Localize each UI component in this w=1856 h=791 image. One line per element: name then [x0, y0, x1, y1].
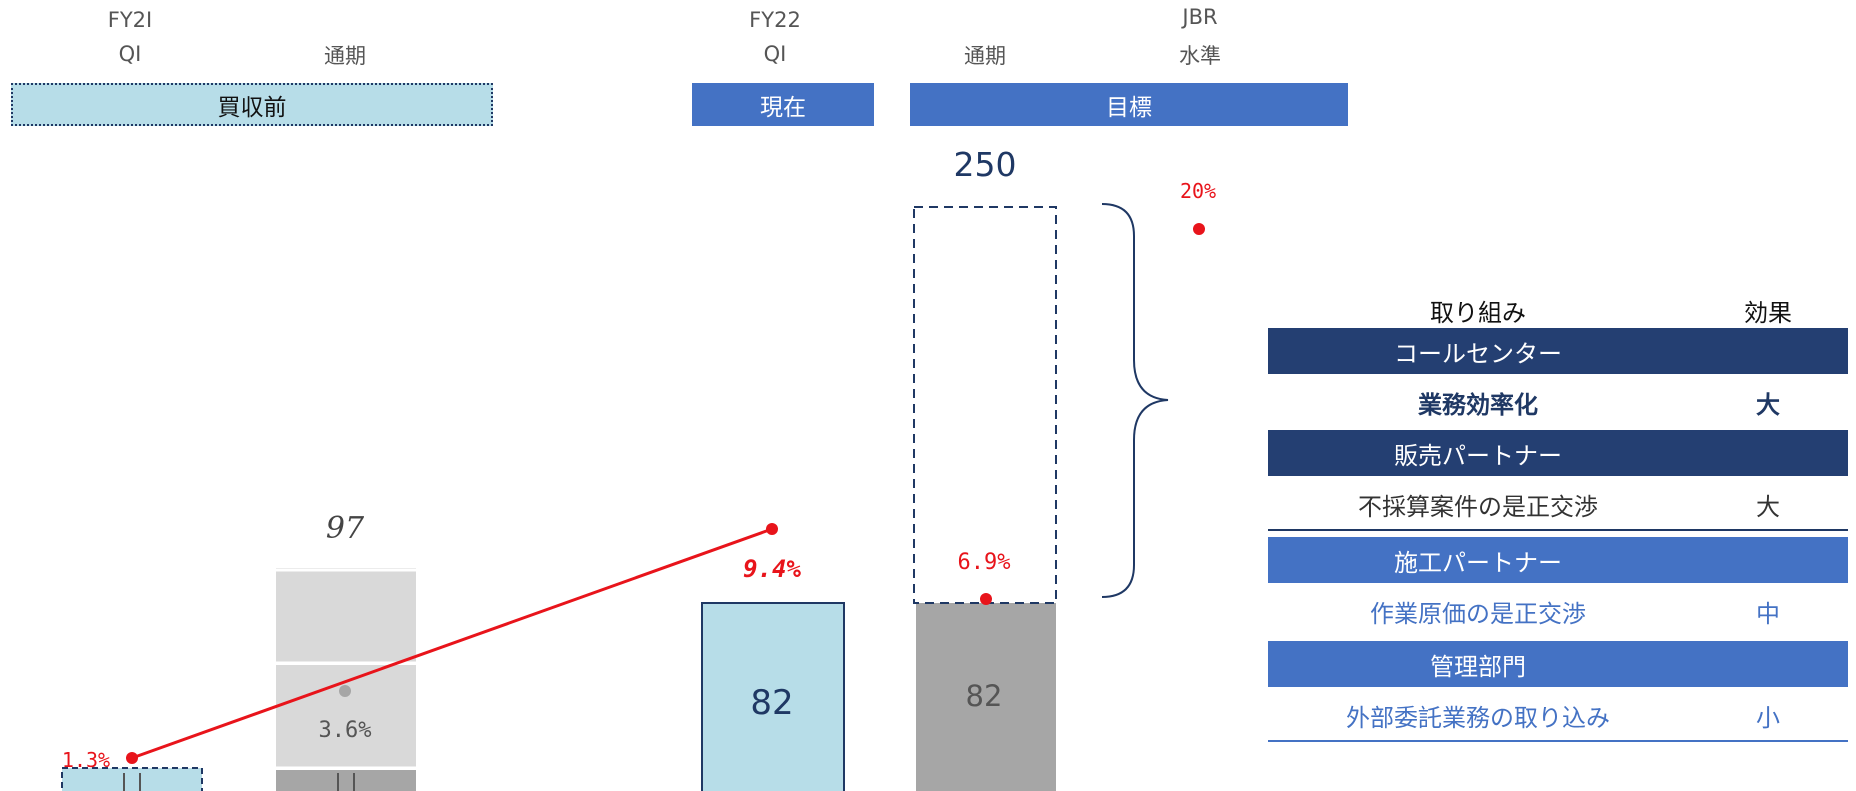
- margin-point-fy21-full: [339, 685, 351, 697]
- bar-fy21-full-top: [276, 568, 416, 663]
- target-label: 250: [954, 145, 1017, 184]
- margin-point-fy21-q1: [126, 752, 138, 764]
- bar-fy22-q1: [701, 602, 845, 791]
- bar-fy21-full-bottom: [276, 770, 416, 791]
- bar-label-fy22-q1: 82: [750, 683, 793, 723]
- table-header-effect: 効果: [1744, 299, 1792, 327]
- margin-line: [131, 527, 773, 760]
- group-name: コールセンター: [1394, 339, 1562, 368]
- fy21-q1-label: QI: [118, 42, 142, 66]
- table-row: 作業原価の是正交渉 中: [1268, 586, 1848, 636]
- item-name: 作業原価の是正交渉: [1370, 599, 1586, 628]
- table-row: 不採算案件の是正交渉 大: [1268, 479, 1848, 531]
- band-before-acquisition: 買収前: [11, 83, 493, 126]
- table-header-action: 取り組み: [1430, 299, 1526, 327]
- group-sales-partner: 販売パートナー: [1268, 430, 1848, 476]
- group-callcenter: コールセンター: [1268, 328, 1848, 374]
- margin-label-fy22-q1: 9.4%: [743, 555, 801, 583]
- band-current: 現在: [692, 83, 874, 126]
- group-name: 施工パートナー: [1394, 548, 1562, 577]
- margin-point-jbr: [1193, 223, 1205, 235]
- fy21-label: FY2I: [107, 8, 153, 32]
- margin-label-fy22-full: 6.9%: [958, 550, 1011, 575]
- fy22-q1-label: QI: [763, 42, 787, 66]
- group-name: 管理部門: [1430, 652, 1526, 681]
- item-name: 不採算案件の是正交渉: [1358, 492, 1598, 521]
- target-dashed-box: [913, 206, 1057, 604]
- bar-label-fy21-full: 97: [326, 511, 365, 546]
- table-row: 外部委託業務の取り込み 小: [1268, 690, 1848, 742]
- group-admin: 管理部門: [1268, 641, 1848, 687]
- fy21-full-label: 通期: [324, 44, 366, 68]
- margin-point-fy22-q1: [766, 523, 778, 535]
- bar-fy22-full: [916, 603, 1056, 791]
- item-name: 業務効率化: [1418, 390, 1538, 419]
- fy22-full-label: 通期: [964, 44, 1006, 68]
- profit-chart: 97 82 82 250 1.3% 3.6% 9.4% 6.9% 20%: [61, 145, 1216, 791]
- jbr-level-label: 水準: [1179, 44, 1221, 68]
- item-effect: 大: [1756, 390, 1780, 419]
- margin-point-fy22-full: [980, 593, 992, 605]
- item-effect: 小: [1756, 703, 1780, 732]
- band-target: 目標: [910, 83, 1348, 126]
- bar-fy21-q1: [61, 767, 203, 791]
- group-name: 販売パートナー: [1394, 441, 1562, 470]
- fy22-label: FY22: [749, 8, 801, 32]
- bar-label-fy22-full: 82: [966, 679, 1003, 713]
- margin-label-fy21-full: 3.6%: [319, 718, 372, 743]
- item-name: 外部委託業務の取り込み: [1346, 703, 1610, 732]
- group-construction-partner: 施工パートナー: [1268, 537, 1848, 583]
- item-effect: 大: [1756, 492, 1780, 521]
- table-row: 業務効率化 大: [1268, 377, 1848, 427]
- margin-label-fy21-q1: 1.3%: [62, 748, 110, 772]
- target-brace: [1101, 203, 1169, 598]
- item-effect: 中: [1756, 599, 1780, 628]
- jbr-label: JBR: [1182, 5, 1218, 29]
- margin-label-jbr: 20%: [1180, 179, 1216, 203]
